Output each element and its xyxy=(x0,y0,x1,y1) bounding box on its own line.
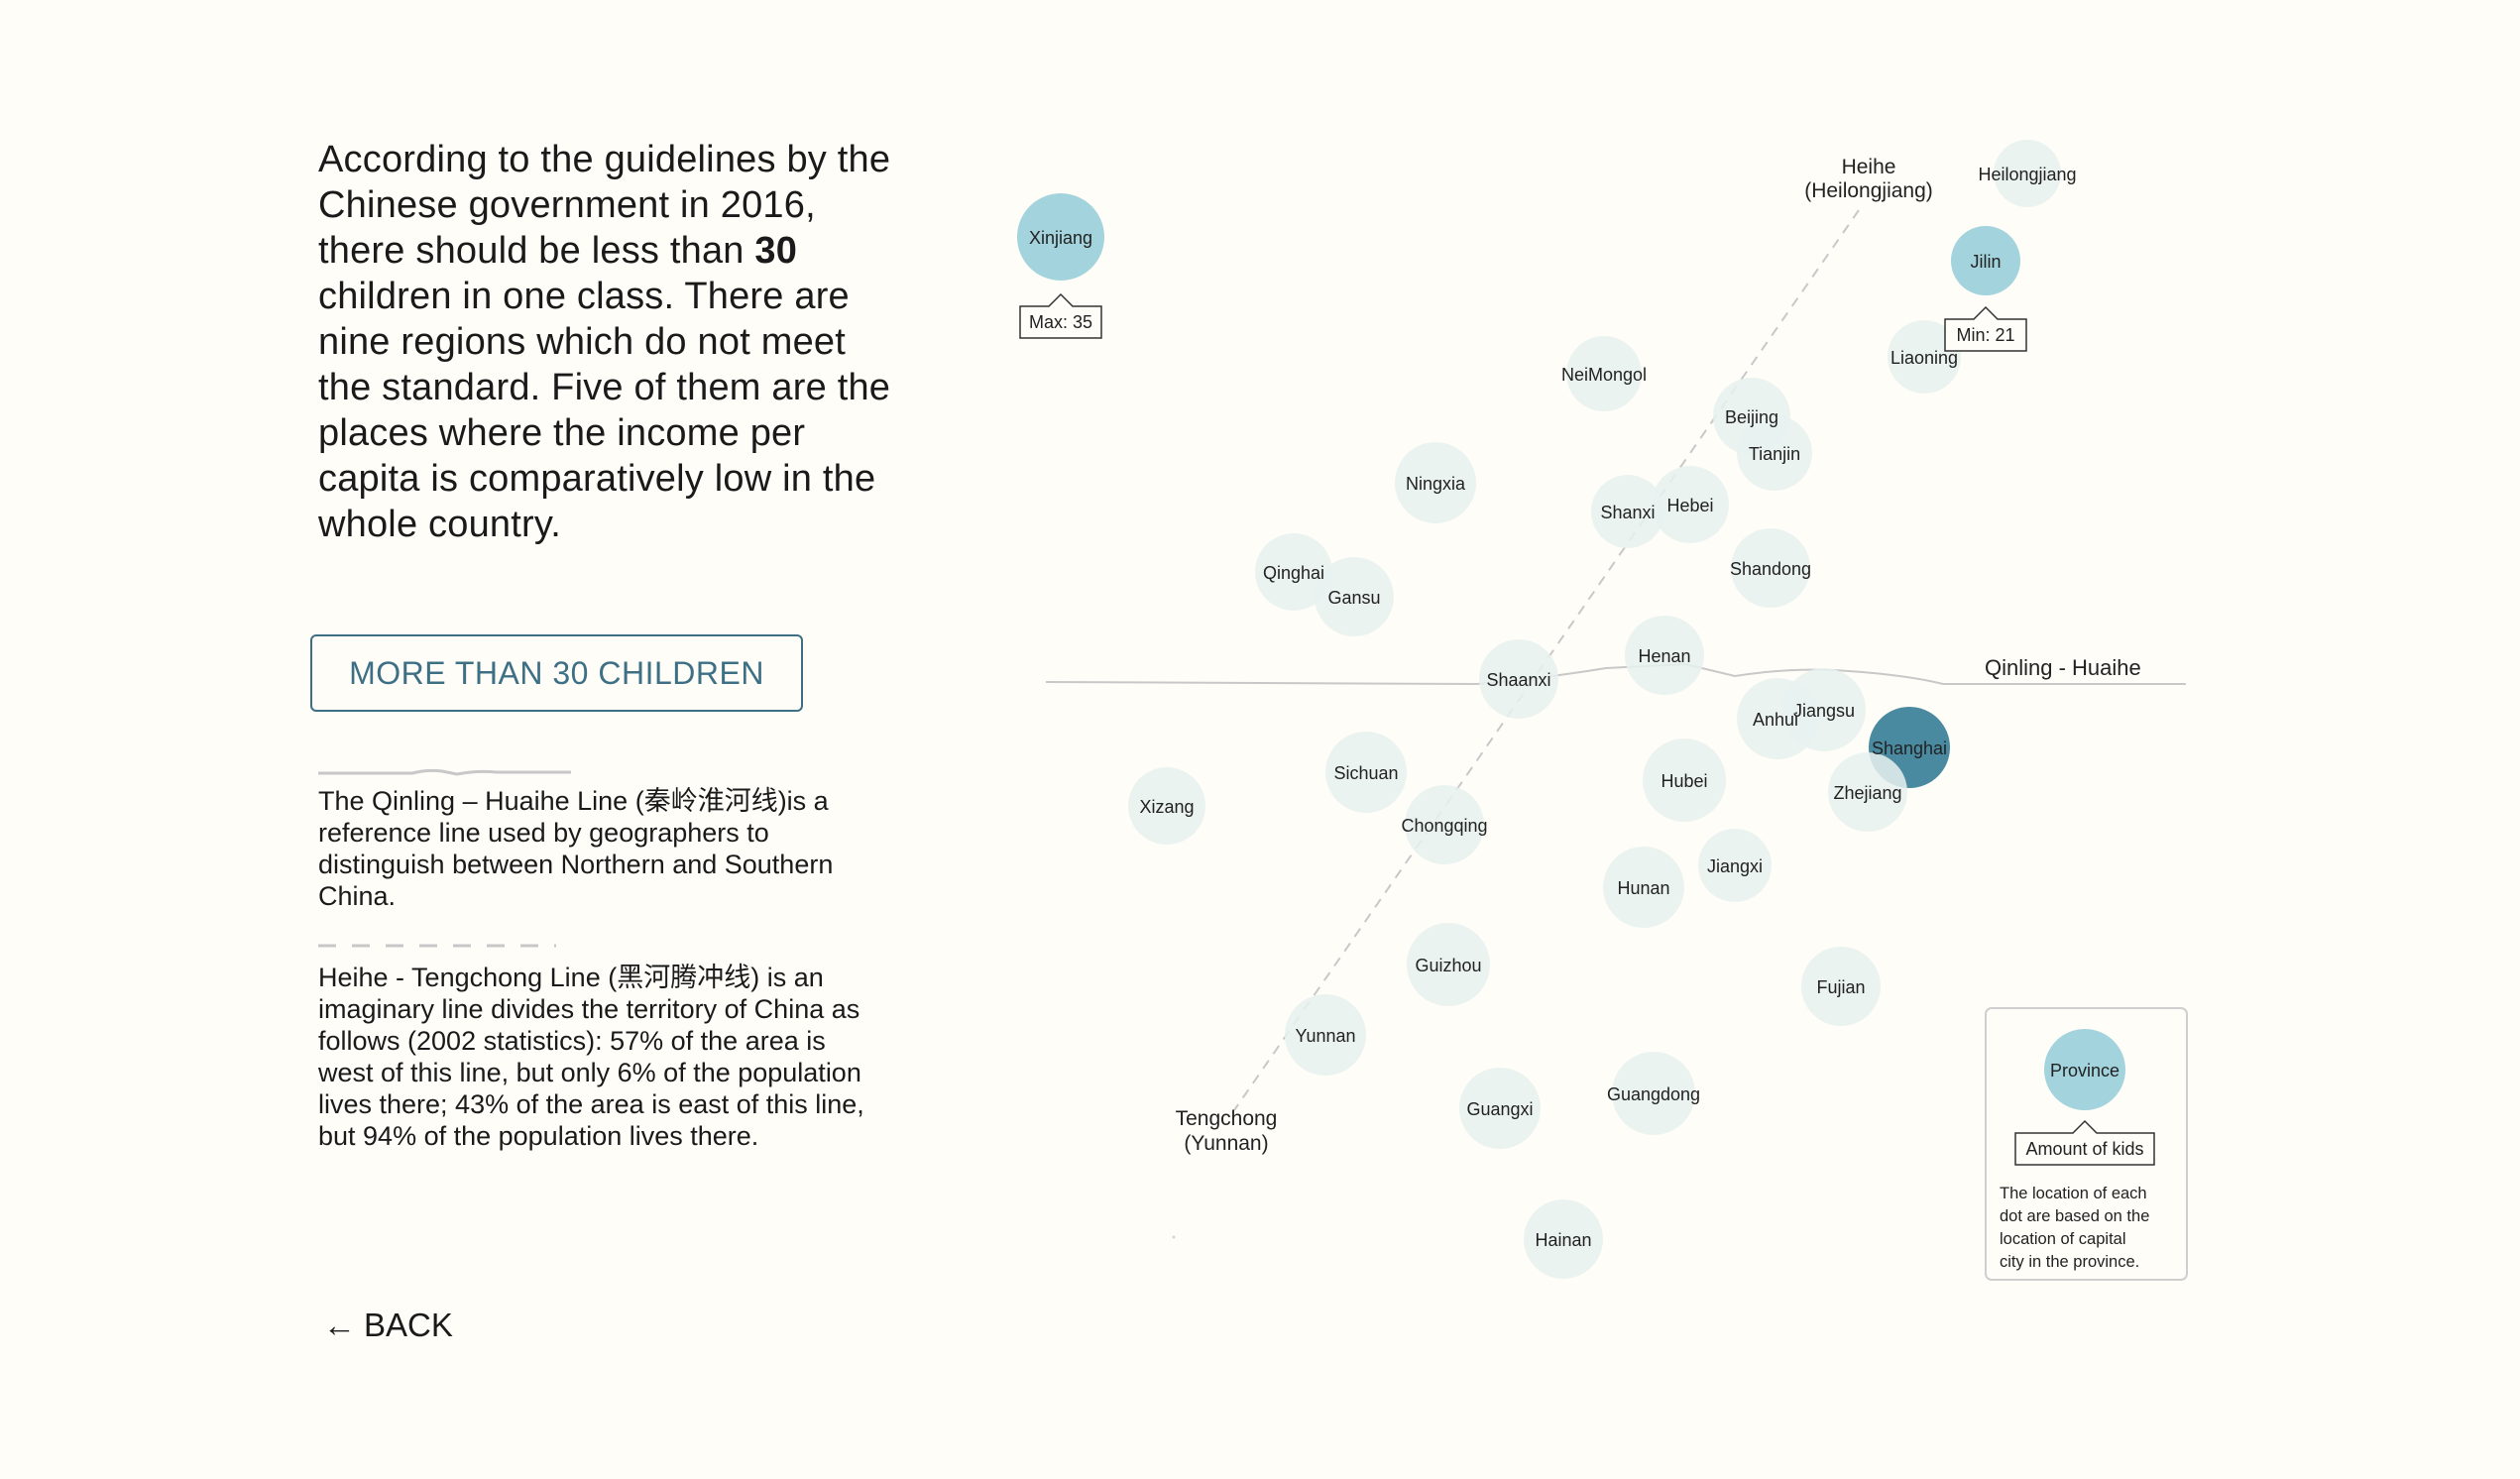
legend-note-line-1: The location of each xyxy=(2000,1185,2147,1202)
bubble-jiangxi[interactable] xyxy=(1698,829,1772,902)
bubble-hainan[interactable] xyxy=(1524,1199,1603,1279)
bubble-sichuan[interactable] xyxy=(1325,732,1407,813)
label-hainan: Hainan xyxy=(1535,1230,1591,1250)
label-guangdong: Guangdong xyxy=(1607,1084,1700,1104)
label-jiangsu: Jiangsu xyxy=(1793,701,1855,721)
label-tianjin: Tianjin xyxy=(1749,444,1800,464)
bubble-tianjin[interactable] xyxy=(1737,415,1812,491)
bubble-yunnan[interactable] xyxy=(1285,994,1366,1076)
intro-part1: According to the guidelines by the Chine… xyxy=(318,139,891,272)
label-guangxi: Guangxi xyxy=(1466,1099,1533,1119)
min-callout-box xyxy=(1944,305,2027,352)
intro-bold-number: 30 xyxy=(754,230,798,272)
bubble-henan[interactable] xyxy=(1625,616,1704,695)
legend-size-label-box xyxy=(2014,1119,2155,1166)
max-callout-box xyxy=(1019,292,1102,339)
label-xizang: Xizang xyxy=(1139,797,1194,817)
legend-note-line-3: location of capital xyxy=(2000,1230,2126,1248)
bubble-qinghai[interactable] xyxy=(1255,533,1332,611)
label-liaoning: Liaoning xyxy=(1890,348,1958,368)
label-jiangxi: Jiangxi xyxy=(1707,856,1763,876)
label-fujian: Fujian xyxy=(1816,977,1865,997)
stray-dot xyxy=(1172,1235,1176,1239)
label-hubei: Hubei xyxy=(1661,771,1707,791)
label-hunan: Hunan xyxy=(1617,878,1669,898)
legend-size-label: Amount of kids xyxy=(2025,1139,2143,1159)
label-beijing: Beijing xyxy=(1725,407,1778,427)
label-zhejiang: Zhejiang xyxy=(1833,783,1901,803)
label-shandong: Shandong xyxy=(1730,559,1811,579)
bubble-hunan[interactable] xyxy=(1603,847,1684,928)
label-gansu: Gansu xyxy=(1327,588,1380,608)
bubble-anhui[interactable] xyxy=(1737,678,1818,759)
bubble-liaoning[interactable] xyxy=(1888,320,1961,394)
bubble-hubei[interactable] xyxy=(1643,739,1726,822)
bubble-guizhou[interactable] xyxy=(1407,923,1490,1006)
qinling-line-legend-icon xyxy=(318,768,571,776)
bubble-shandong[interactable] xyxy=(1731,528,1810,608)
bubble-guangdong[interactable] xyxy=(1612,1052,1695,1135)
bubble-chongqing[interactable] xyxy=(1405,785,1484,864)
label-shaanxi: Shaanxi xyxy=(1486,670,1550,690)
label-jilin: Jilin xyxy=(1970,252,2001,272)
bubble-shaanxi[interactable] xyxy=(1479,639,1558,719)
label-neimongol: NeiMongol xyxy=(1561,365,1647,385)
qinling-description: The Qinling – Huaihe Line (秦岭淮河线)is a re… xyxy=(318,786,834,911)
back-label: BACK xyxy=(364,1307,453,1343)
max-callout: Max: 35 xyxy=(1029,312,1092,332)
label-shanxi: Shanxi xyxy=(1600,503,1655,522)
intro-text: According to the guidelines by the Chine… xyxy=(318,137,893,547)
label-xinjiang: Xinjiang xyxy=(1029,228,1092,248)
label-chongqing: Chongqing xyxy=(1401,816,1487,836)
bubble-gansu[interactable] xyxy=(1315,557,1394,636)
legend-note-line-2: dot are based on the xyxy=(2000,1207,2149,1225)
bubble-xizang[interactable] xyxy=(1128,767,1205,845)
bubble-guangxi[interactable] xyxy=(1459,1068,1541,1149)
heihe-description: Heihe - Tengchong Line (黑河腾冲线) is an ima… xyxy=(318,963,864,1151)
intro-part2: children in one class. There are nine re… xyxy=(318,276,891,545)
back-arrow-icon: ← xyxy=(323,1307,356,1343)
label-yunnan: Yunnan xyxy=(1295,1026,1355,1046)
bubble-hebei[interactable] xyxy=(1652,466,1729,543)
bubble-shanxi[interactable] xyxy=(1591,475,1664,548)
label-qinghai: Qinghai xyxy=(1263,563,1324,583)
bubble-heilongjiang[interactable] xyxy=(1994,140,2061,207)
label-ningxia: Ningxia xyxy=(1406,474,1466,494)
label-heilongjiang: Heilongjiang xyxy=(1978,165,2076,184)
bubble-zhejiang[interactable] xyxy=(1828,752,1907,832)
min-callout: Min: 21 xyxy=(1956,325,2014,345)
legend-province-label: Province xyxy=(2050,1061,2119,1081)
legend-province-circle xyxy=(2044,1029,2125,1110)
qinling-huaihe-label: Qinling - Huaihe xyxy=(1985,655,2141,680)
label-sichuan: Sichuan xyxy=(1333,763,1398,783)
heihe-line-legend-icon xyxy=(318,944,556,948)
heihe-label-line-1: Heihe xyxy=(1842,156,1896,178)
legend-note-line-4: city in the province. xyxy=(2000,1253,2139,1271)
tengchong-label-line-2: (Yunnan) xyxy=(1184,1132,1268,1155)
label-anhui: Anhui xyxy=(1753,710,1798,730)
heihe-tengchong-line xyxy=(1233,209,1860,1111)
more-than-30-button[interactable]: MORE THAN 30 CHILDREN xyxy=(310,634,803,712)
bubble-xinjiang[interactable] xyxy=(1017,193,1104,281)
bubble-fujian[interactable] xyxy=(1801,947,1881,1026)
label-henan: Henan xyxy=(1638,646,1690,666)
label-guizhou: Guizhou xyxy=(1415,956,1481,975)
back-button[interactable]: ← BACK xyxy=(323,1307,453,1344)
bubble-neimongol[interactable] xyxy=(1566,336,1642,411)
label-shanghai: Shanghai xyxy=(1872,739,1947,758)
bubble-jilin[interactable] xyxy=(1951,226,2020,295)
bubble-ningxia[interactable] xyxy=(1395,442,1476,523)
tengchong-label-line-1: Tengchong xyxy=(1176,1107,1278,1130)
heihe-label-line-2: (Heilongjiang) xyxy=(1804,179,1933,202)
label-hebei: Hebei xyxy=(1666,496,1713,515)
